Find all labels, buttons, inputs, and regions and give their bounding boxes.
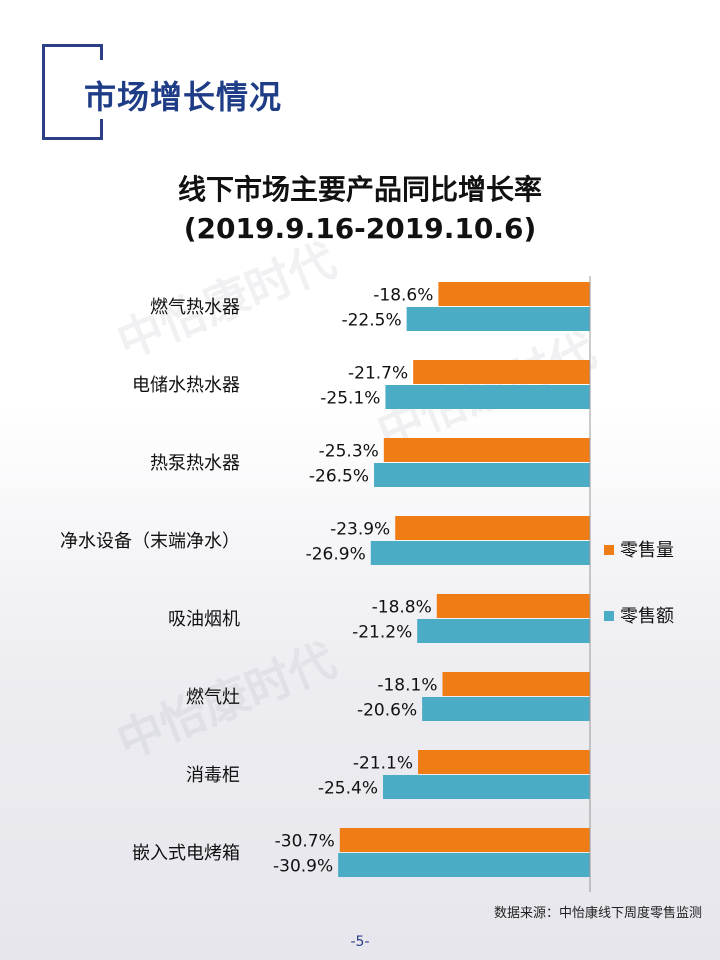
section-header-frame [42, 44, 103, 140]
bar-volume [395, 516, 590, 540]
bar-volume [383, 438, 590, 462]
bar-revenue [417, 619, 590, 643]
category-label: 嵌入式电烤箱 [132, 843, 240, 864]
header-bracket [42, 44, 103, 140]
section-title: 市场增长情况 [84, 78, 283, 116]
legend-label: 零售量 [620, 540, 674, 561]
data-source: 数据来源：中怡康线下周度零售监测 [493, 906, 702, 921]
category-label: 电储水热水器 [132, 375, 240, 396]
data-label: -25.3% [319, 442, 379, 462]
bar-revenue [422, 697, 590, 721]
data-label: -25.1% [320, 389, 380, 409]
data-label: -18.1% [377, 676, 437, 696]
category-label: 燃气热水器 [150, 297, 240, 318]
bar-volume [438, 282, 590, 306]
bar-revenue [370, 541, 590, 565]
data-label: -26.5% [309, 467, 369, 487]
chart-subtitle: (2019.9.16-2019.10.6) [183, 212, 537, 245]
data-label: -30.9% [273, 857, 333, 877]
legend-swatch [604, 545, 614, 555]
bar-revenue [385, 385, 590, 409]
legend-swatch [604, 611, 614, 621]
data-label: -25.4% [318, 779, 378, 799]
header-bracket-tick-bottom [100, 119, 103, 137]
header-bracket-tick-top [100, 44, 103, 60]
bar-volume [339, 828, 590, 852]
data-label: -21.2% [352, 623, 412, 643]
category-label: 消毒柜 [186, 765, 240, 786]
bar-volume [413, 360, 590, 384]
data-label: -18.8% [372, 598, 432, 618]
bar-volume [442, 672, 590, 696]
bar-revenue [374, 463, 590, 487]
data-label: -18.6% [373, 286, 433, 306]
data-label: -30.7% [275, 832, 335, 852]
bar-revenue [406, 307, 590, 331]
data-label: -22.5% [341, 311, 401, 331]
data-label: -21.7% [348, 364, 408, 384]
data-label: -23.9% [330, 520, 390, 540]
page-number: -5- [350, 934, 370, 950]
bar-revenue [382, 775, 590, 799]
bar-revenue [338, 853, 590, 877]
category-label: 燃气灶 [186, 687, 240, 708]
category-label: 热泵热水器 [150, 453, 240, 474]
category-label: 吸油烟机 [168, 609, 240, 630]
legend-label: 零售额 [620, 606, 674, 627]
data-label: -20.6% [357, 701, 417, 721]
chart-title: 线下市场主要产品同比增长率 [177, 173, 542, 206]
data-label: -26.9% [306, 545, 366, 565]
category-label: 净水设备（末端净水） [60, 531, 240, 552]
bar-volume [418, 750, 590, 774]
bar-volume [436, 594, 590, 618]
data-label: -21.1% [353, 754, 413, 774]
